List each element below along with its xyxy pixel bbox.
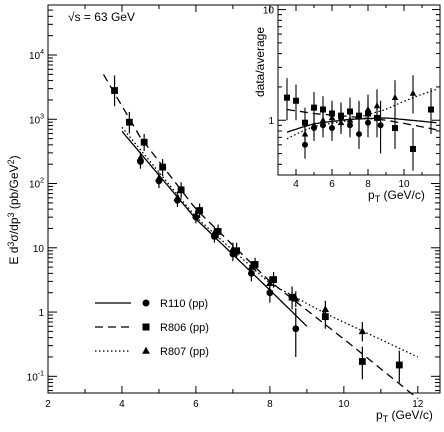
inset-y-axis-title: data/average — [253, 27, 267, 97]
data-point — [233, 247, 241, 255]
data-point — [292, 325, 300, 333]
y-tick-label: 102 — [29, 178, 44, 191]
data-point — [177, 186, 185, 194]
data-point — [292, 294, 300, 302]
inset-data-point — [337, 119, 345, 126]
inset-data-point — [355, 112, 363, 119]
data-point — [251, 261, 259, 268]
y-tick-label: 10-1 — [27, 370, 44, 383]
data-point — [270, 276, 277, 283]
inset-data-point — [410, 145, 416, 152]
data-point — [321, 305, 330, 313]
inset-data-point — [311, 104, 317, 111]
data-point — [173, 193, 182, 201]
main-y-axis-title: E d3σ/dp3 (pb/GeV2) — [6, 155, 21, 264]
main-plot-frame — [47, 4, 441, 394]
data-point — [266, 279, 274, 287]
inset-plot: 4 6 8 10 10 1 — [263, 5, 440, 190]
data-point — [214, 227, 222, 235]
inset-data-point — [319, 116, 327, 123]
x-tick-label: 4 — [119, 399, 125, 410]
data-point — [358, 327, 367, 335]
data-point — [266, 289, 274, 297]
data-point — [288, 293, 296, 301]
inset-y-tick-label: 1 — [268, 116, 274, 127]
inset-x-tick-label: 10 — [398, 179, 410, 190]
data-point — [125, 118, 133, 126]
data-point — [229, 245, 237, 252]
inset-data-point — [373, 102, 381, 109]
inset-data-point — [392, 125, 398, 132]
legend-label: R806 (pp) — [160, 322, 209, 334]
data-point — [192, 211, 200, 219]
y-tick-label: 104 — [29, 49, 44, 62]
y-tick-label: 103 — [29, 113, 44, 126]
legend-marker — [142, 299, 150, 307]
fit-curve — [102, 74, 419, 400]
inset-y-tick-label: 10 — [263, 6, 275, 17]
data-point — [210, 228, 219, 236]
x-tick-label: 10 — [338, 399, 350, 410]
data-point — [136, 153, 145, 161]
data-point — [140, 138, 148, 146]
inset-data-point — [356, 131, 362, 138]
inset-plot-frame — [277, 4, 441, 176]
inset-data-point — [391, 94, 399, 101]
x-tick-label: 8 — [267, 399, 273, 410]
x-tick-label: 12 — [412, 399, 424, 410]
inset-x-tick-label: 8 — [365, 179, 371, 190]
inset-data-point — [293, 97, 299, 104]
data-point — [111, 87, 118, 94]
x-tick-label: 6 — [193, 399, 199, 410]
legend-marker — [142, 346, 150, 354]
data-point — [358, 358, 366, 365]
data-point — [155, 174, 163, 182]
inset-data-point — [301, 130, 309, 137]
sqrt-s-annotation: √s = 63 GeV — [68, 10, 135, 24]
inset-data-point — [346, 116, 354, 123]
inset-x-tick-label: 6 — [329, 179, 335, 190]
y-tick-label: 10 — [33, 244, 45, 255]
inset-data-point — [364, 105, 372, 112]
legend-label: R807 (pp) — [160, 346, 209, 358]
legend: R110 (pp) R806 (pp) R807 (pp) — [95, 298, 209, 358]
data-point — [247, 263, 256, 270]
inset-data-point — [428, 106, 434, 113]
data-point — [159, 163, 167, 171]
inset-x-axis-title: pT (GeV/c) — [368, 188, 425, 204]
x-tick-label: 2 — [45, 399, 51, 410]
inset-data-point — [284, 94, 290, 101]
data-point — [395, 361, 403, 369]
y-tick-label: 1 — [38, 308, 44, 319]
inset-data-point — [310, 121, 318, 128]
main-x-axis-title: pT (GeV/c) — [376, 408, 433, 424]
inset-data-point — [328, 114, 336, 121]
legend-marker — [142, 323, 150, 331]
legend-label: R110 (pp) — [160, 298, 208, 310]
inset-data-point — [377, 122, 384, 129]
data-point — [196, 207, 204, 214]
inset-data-point — [409, 89, 417, 96]
inset-x-tick-label: 4 — [293, 179, 299, 190]
inset-fit-curve — [286, 117, 437, 133]
